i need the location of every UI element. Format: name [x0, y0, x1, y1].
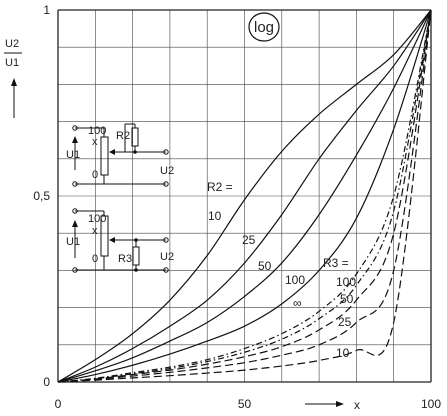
y-label-denominator: U1 [5, 57, 19, 69]
curve-r2-100 [57, 9, 432, 383]
svg-text:U1: U1 [66, 236, 80, 248]
schematic-bottom: 100 x 0 U1 R3 U2 [66, 208, 174, 273]
curve-r2-10 [57, 9, 432, 383]
x-axis-label: x [305, 398, 360, 412]
svg-text:R3: R3 [118, 253, 132, 265]
curve-label: 25 [242, 233, 256, 247]
curve-label: 100 [285, 273, 305, 287]
svg-text:log: log [254, 19, 274, 36]
svg-text:U2: U2 [160, 165, 174, 177]
axes [57, 9, 432, 383]
x-tick-label: 50 [238, 397, 252, 411]
r2-group-label: R2 = [207, 180, 233, 194]
curve-r2-50 [57, 9, 432, 383]
y-arrow-icon [11, 78, 17, 86]
y-tick-label: 0 [43, 375, 50, 389]
curves [57, 9, 432, 383]
svg-text:100: 100 [88, 213, 106, 225]
svg-text:0: 0 [92, 253, 98, 265]
y-axis-label: U2 U1 [4, 38, 22, 118]
log-badge: log [248, 12, 280, 42]
curve-label: 50 [340, 292, 354, 306]
svg-text:x: x [92, 136, 98, 148]
curve-r3-inf [57, 9, 432, 383]
y-tick-label: 0,5 [33, 189, 50, 203]
svg-text:R2: R2 [116, 130, 130, 142]
x-tick-label: 0 [55, 397, 62, 411]
y-label-numerator: U2 [5, 38, 19, 50]
svg-text:U1: U1 [66, 149, 80, 161]
curve-r3-25 [57, 9, 432, 383]
r3-group-label: R3 = [323, 256, 349, 270]
potentiometer-top [100, 136, 109, 176]
load-resistor-bottom [132, 246, 140, 266]
curve-label: 10 [208, 209, 222, 223]
curve-r3-10 [57, 9, 432, 383]
curve-label: 100 [336, 275, 356, 289]
x-tick-label: 100 [421, 397, 441, 411]
svg-text:0: 0 [92, 169, 98, 181]
curve-label: ∞ [293, 296, 302, 310]
curve-label: 10 [336, 346, 350, 360]
curve-label: 25 [338, 315, 352, 329]
svg-text:U2: U2 [160, 251, 174, 263]
y-tick-label: 1 [43, 3, 50, 17]
curve-r3-50 [57, 9, 432, 383]
svg-text:100: 100 [88, 125, 106, 137]
x-arrow-icon [336, 401, 344, 407]
svg-text:x: x [354, 398, 360, 412]
schematic-top: 100 x 0 U1 R2 U2 [66, 123, 174, 187]
curve-label: 50 [258, 259, 272, 273]
svg-text:x: x [92, 225, 98, 237]
curve-r3-100 [57, 9, 432, 383]
curve-r2-25 [57, 9, 432, 383]
